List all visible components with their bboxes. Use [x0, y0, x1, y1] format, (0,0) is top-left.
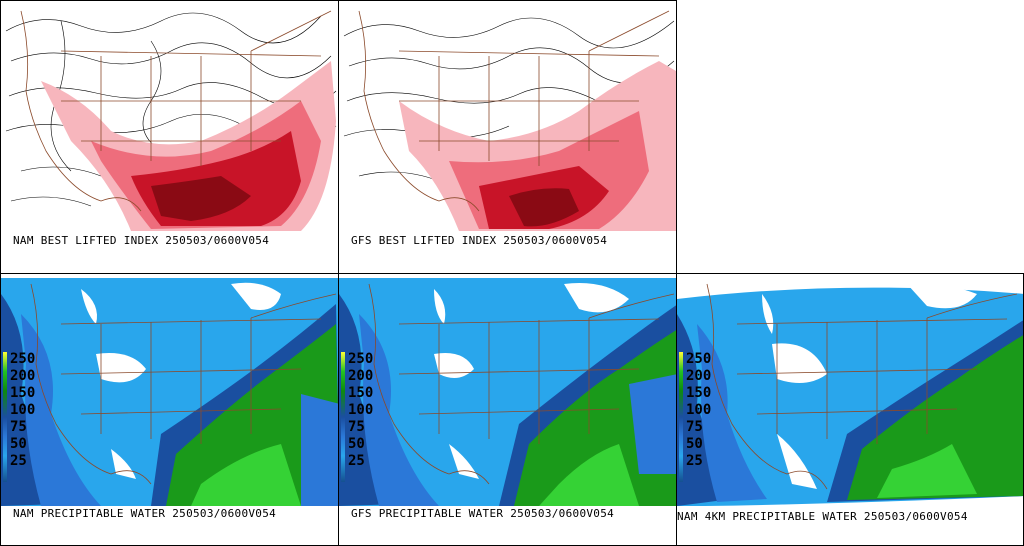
legend-tick: 250: [348, 351, 374, 367]
legend-tick: 75: [348, 419, 365, 435]
legend-tick: 100: [348, 402, 374, 418]
legend-tick: 50: [348, 436, 365, 452]
nam4km-precipitable-water-panel: 250 200 150 100 75 50 25 NAM 4KM PRECIPI…: [676, 273, 1024, 546]
legend-tick: 150: [348, 385, 374, 401]
nam-lifted-index-map: [1, 1, 338, 273]
gfs-lifted-index-map: [339, 1, 676, 273]
legend-tick: 200: [10, 368, 36, 384]
legend-tick: 25: [348, 453, 365, 469]
legend-color-bar: [679, 352, 683, 482]
gfs-lifted-index-caption: GFS BEST LIFTED INDEX 250503/0600V054: [351, 234, 608, 247]
nam-precipitable-water-caption: NAM PRECIPITABLE WATER 250503/0600V054: [13, 507, 277, 520]
gfs-precipitable-water-panel: 250 200 150 100 75 50 25 GFS PRECIPITABL…: [338, 273, 677, 546]
legend-tick: 150: [10, 385, 36, 401]
legend-tick: 150: [686, 385, 712, 401]
legend-tick: 200: [348, 368, 374, 384]
legend-tick: 75: [10, 419, 27, 435]
nam-lifted-index-panel: NAM BEST LIFTED INDEX 250503/0600V054: [0, 0, 339, 274]
nam4km-precipitable-water-caption: NAM 4KM PRECIPITABLE WATER 250503/0600V0…: [677, 510, 968, 523]
legend-tick: 25: [10, 453, 27, 469]
legend-tick: 200: [686, 368, 712, 384]
legend-color-bar: [341, 352, 345, 482]
gfs-precipitable-water-caption: GFS PRECIPITABLE WATER 250503/0600V054: [351, 507, 615, 520]
gfs-precipitable-water-map: [339, 278, 676, 506]
nam4km-precipitable-water-map: [677, 274, 1023, 545]
nam-lifted-index-caption: NAM BEST LIFTED INDEX 250503/0600V054: [13, 234, 270, 247]
legend-tick: 50: [686, 436, 703, 452]
legend-tick: 250: [10, 351, 36, 367]
legend-tick: 100: [10, 402, 36, 418]
nam-precipitable-water-panel: 250 200 150 100 75 50 25 NAM PRECIPITABL…: [0, 273, 339, 546]
legend-tick: 75: [686, 419, 703, 435]
legend-color-bar: [3, 352, 7, 482]
gfs-lifted-index-panel: GFS BEST LIFTED INDEX 250503/0600V054: [338, 0, 677, 274]
legend-tick: 25: [686, 453, 703, 469]
legend-tick: 250: [686, 351, 712, 367]
legend-tick: 50: [10, 436, 27, 452]
legend-tick: 100: [686, 402, 712, 418]
nam-precipitable-water-map: [1, 278, 338, 506]
